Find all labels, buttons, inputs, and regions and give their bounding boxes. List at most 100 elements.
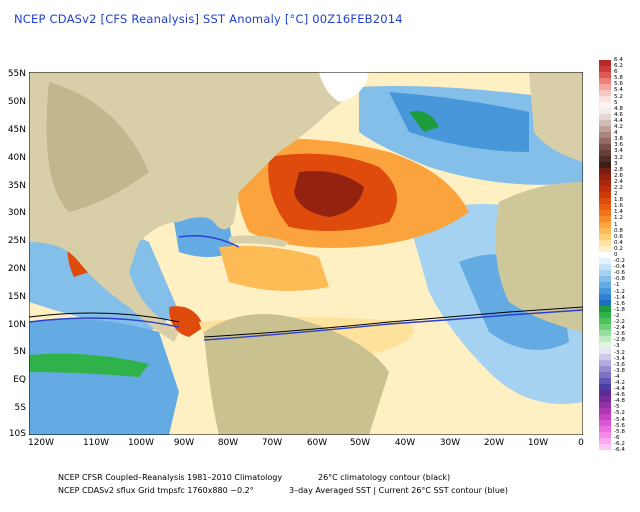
colorbar-tick-label: 5.6	[614, 81, 623, 88]
colorbar-swatch	[599, 444, 611, 451]
colorbar-swatch	[599, 192, 611, 199]
colorbar-tick-label: -5	[614, 404, 620, 411]
colorbar-swatch	[599, 168, 611, 175]
colorbar-tick-label: -6.2	[614, 440, 625, 447]
anomaly-cool-north-atlantic-deep	[389, 92, 529, 152]
climatology-source: NCEP CFSR Coupled–Reanalysis 1981–2010 C…	[58, 473, 283, 482]
colorbar-swatch	[599, 312, 611, 319]
colorbar-swatch	[599, 150, 611, 157]
land-greenland	[319, 72, 369, 102]
colorbar-tick-label: -2.6	[614, 331, 625, 338]
colorbar-tick-label: 2.8	[614, 166, 623, 173]
lat-label: 5N	[13, 347, 26, 357]
colorbar-swatch	[599, 372, 611, 379]
lon-label: 100W	[127, 438, 155, 448]
lon-label: 30W	[439, 438, 461, 448]
colorbar-tick-label: -4.8	[614, 398, 625, 405]
colorbar-tick-label: -0.6	[614, 270, 625, 277]
colorbar-swatch	[599, 264, 611, 271]
colorbar-swatch	[599, 138, 611, 145]
colorbar-tick-label: 5.8	[614, 75, 623, 82]
colorbar-swatch	[599, 420, 611, 427]
anomaly-warm-panama	[169, 306, 204, 337]
colorbar-tick-label: -2.8	[614, 337, 625, 344]
colorbar-tick-label: 2.2	[614, 184, 623, 191]
land-africa	[495, 182, 583, 332]
colorbar-tick-label: 2	[614, 191, 618, 198]
lon-label: 40W	[394, 438, 416, 448]
colorbar-tick-label: -6.4	[614, 447, 625, 453]
colorbar-swatch	[599, 432, 611, 439]
colorbar-tick-label: 1.8	[614, 197, 623, 204]
anomaly-green-north	[409, 111, 439, 132]
colorbar-swatch	[599, 294, 611, 301]
colorbar-swatch	[599, 162, 611, 169]
lat-label: 10N	[7, 320, 26, 330]
colorbar-tick-label: -5.8	[614, 428, 625, 435]
colorbar-tick-label: 0	[614, 252, 618, 258]
colorbar-tick-label: -0.2	[614, 258, 625, 265]
colorbar-tick-label: -1	[614, 282, 620, 289]
lon-label: 90W	[173, 438, 195, 448]
colorbar-tick-label: -5.4	[614, 416, 625, 423]
colorbar-tick-label: -1.4	[614, 294, 625, 301]
colorbar-swatch	[599, 300, 611, 307]
land-south-america	[204, 314, 389, 435]
colorbar-tick-label: -1.6	[614, 300, 625, 307]
land-europe	[529, 72, 583, 162]
colorbar-swatch	[599, 348, 611, 355]
colorbar-swatch	[599, 96, 611, 103]
colorbar-tick-label: 1.6	[614, 203, 623, 210]
colorbar-swatch	[599, 198, 611, 205]
lat-label: EQ	[13, 375, 26, 385]
colorbar-swatch	[599, 336, 611, 343]
colorbar-swatch	[599, 144, 611, 151]
contour-climatology-black	[29, 306, 583, 338]
lon-label: 50W	[349, 438, 371, 448]
colorbar-tick-label: -2	[614, 312, 620, 319]
colorbar-tick-label: -5.2	[614, 410, 625, 417]
colorbar-tick-label: 4.2	[614, 124, 623, 131]
colorbar-swatch	[599, 252, 611, 259]
colorbar-swatch	[599, 66, 611, 73]
current-contour-key: 3–day Averaged SST | Current 26°C SST co…	[289, 486, 508, 495]
lat-label: 20N	[7, 264, 26, 274]
land-north-america-relief	[46, 82, 149, 212]
lat-label: 45N	[7, 125, 26, 135]
colorbar-tick-label: 1.4	[614, 209, 623, 216]
colorbar-tick-label: 4.4	[614, 117, 623, 124]
colorbar-tick-label: 3.2	[614, 154, 623, 161]
colorbar-swatch	[599, 174, 611, 181]
colorbar-tick-label: 3	[614, 160, 618, 167]
colorbar-tick-label: -2.4	[614, 325, 625, 332]
colorbar-swatch	[599, 282, 611, 289]
lat-label: 10S	[8, 429, 26, 439]
colorbar-swatch	[599, 216, 611, 223]
colorbar-tick-label: -2.2	[614, 319, 625, 326]
colorbar-swatch	[599, 246, 611, 253]
map-title: NCEP CDASv2 [CFS Reanalysis] SST Anomaly…	[14, 12, 403, 26]
colorbar-swatch	[599, 132, 611, 139]
colorbar-swatch	[599, 306, 611, 313]
lon-label: 70W	[261, 438, 283, 448]
anomaly-warm-subtropical-peak	[294, 171, 364, 217]
colorbar-tick-label: -4.6	[614, 392, 625, 399]
colorbar-tick-label: 6	[614, 69, 618, 76]
lat-label: 55N	[7, 69, 26, 79]
anomaly-warm-caribbean	[219, 245, 329, 291]
colorbar-tick-label: 1	[614, 221, 618, 228]
colorbar-tick-label: 2.4	[614, 178, 623, 185]
colorbar-tick-label: -4.2	[614, 379, 625, 386]
colorbar-tick-label: 1.2	[614, 215, 623, 222]
colorbar-swatch	[599, 126, 611, 133]
colorbar-swatch	[599, 414, 611, 421]
colorbar-swatch	[599, 180, 611, 187]
colorbar-tick-label: 3.4	[614, 148, 623, 155]
colorbar-swatch	[599, 102, 611, 109]
colorbar-tick-label: 0.8	[614, 227, 623, 234]
lon-label: 80W	[217, 438, 239, 448]
lon-label: 0	[578, 438, 584, 448]
colorbar-tick-label: -5.6	[614, 422, 625, 429]
lon-label: 120W	[27, 438, 55, 448]
colorbar-swatch	[599, 222, 611, 229]
